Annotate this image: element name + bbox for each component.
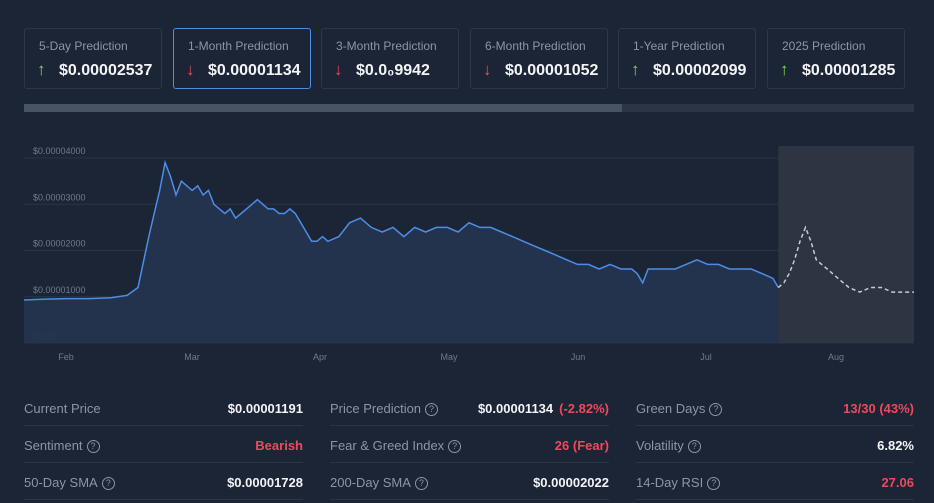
- divider: [330, 462, 609, 463]
- help-icon[interactable]: ?: [86, 440, 100, 453]
- stat-label: 200-Day SMA: [330, 475, 411, 490]
- help-icon[interactable]: ?: [425, 403, 439, 416]
- stat-value: 26 (Fear): [554, 438, 609, 453]
- stat-value: $0.00001728: [227, 475, 303, 490]
- divider: [636, 499, 914, 500]
- stat-label: Price Prediction: [330, 401, 422, 416]
- x-tick-label: Jul: [700, 352, 712, 362]
- prediction-label: 2025 Prediction: [782, 39, 866, 53]
- stat-sentiment: Sentiment? Bearish: [24, 427, 303, 463]
- prediction-value: $0.00002537: [59, 62, 153, 79]
- arrow-up-icon: ↑: [631, 60, 640, 79]
- stat-14-day-rsi: 14-Day RSI? 27.06: [636, 464, 914, 500]
- stat-value: 6.82%: [877, 438, 914, 453]
- arrow-down-icon: ↓: [186, 60, 195, 79]
- cards-scrollbar[interactable]: [24, 104, 914, 112]
- stat-value: $0.00002022: [533, 475, 609, 490]
- divider: [636, 462, 914, 463]
- stat-label: Sentiment: [24, 438, 83, 453]
- stat-value: 27.06: [881, 475, 914, 490]
- divider: [24, 499, 303, 500]
- forecast-price-line: [777, 225, 914, 293]
- arrow-down-icon: ↓: [334, 60, 343, 79]
- forecast-region: [778, 146, 914, 343]
- stat-value: $0.00001191: [227, 401, 303, 416]
- arrow-down-icon: ↓: [483, 60, 492, 79]
- stat-value: 13/30 (43%): [843, 401, 914, 416]
- y-tick-label: $0.00001000: [33, 285, 86, 295]
- prediction-label: 6-Month Prediction: [485, 39, 586, 53]
- x-tick-label: Feb: [58, 352, 74, 362]
- y-tick-label: $0.00004000: [33, 146, 86, 156]
- divider: [330, 499, 609, 500]
- stat-label: Current Price: [24, 401, 101, 416]
- stat-fear-greed: Fear & Greed Index? 26 (Fear): [330, 427, 609, 463]
- x-tick-label: May: [440, 352, 458, 362]
- stat-label: 14-Day RSI: [636, 475, 704, 490]
- prediction-value: $0.00001052: [505, 62, 599, 79]
- prediction-value: $0.00001285: [802, 62, 896, 79]
- x-tick-label: Mar: [184, 352, 200, 362]
- help-icon[interactable]: ?: [709, 403, 723, 416]
- stat-volatility: Volatility? 6.82%: [636, 427, 914, 463]
- stat-value: Bearish: [255, 438, 303, 453]
- stat-200-day-sma: 200-Day SMA? $0.00002022: [330, 464, 609, 500]
- stat-current-price: Current Price $0.00001191: [24, 390, 303, 426]
- divider: [330, 425, 609, 426]
- divider: [24, 425, 303, 426]
- help-icon[interactable]: ?: [687, 440, 701, 453]
- stat-value: $0.00001134: [477, 401, 554, 416]
- help-icon[interactable]: ?: [448, 440, 462, 453]
- price-chart-svg: $0.00$0.00001000$0.00002000$0.00003000$0…: [23, 146, 914, 362]
- x-tick-label: Apr: [313, 352, 327, 362]
- prediction-card-1-year[interactable]: 1-Year Prediction ↑ $0.00002099: [618, 28, 756, 89]
- y-tick-label: $0.00003000: [33, 192, 86, 202]
- arrow-up-icon: ↑: [37, 60, 46, 79]
- divider: [636, 425, 914, 426]
- historical-price-line: [23, 159, 779, 301]
- prediction-label: 1-Month Prediction: [188, 39, 289, 53]
- stat-change-percent: (-2.82%): [559, 401, 609, 416]
- prediction-label: 1-Year Prediction: [633, 39, 725, 53]
- x-tick-label: Jun: [571, 352, 586, 362]
- prediction-value: $0.0₀9942: [356, 62, 430, 79]
- prediction-label: 5-Day Prediction: [39, 39, 128, 53]
- prediction-value: $0.00001134: [208, 62, 301, 79]
- help-icon[interactable]: ?: [707, 477, 721, 490]
- stat-50-day-sma: 50-Day SMA? $0.00001728: [24, 464, 303, 500]
- help-icon[interactable]: ?: [414, 477, 428, 490]
- arrow-up-icon: ↑: [780, 60, 789, 79]
- prediction-card-3-month[interactable]: 3-Month Prediction ↓ $0.0₀9942: [321, 28, 459, 89]
- prediction-value: $0.00002099: [653, 62, 747, 79]
- prediction-card-1-month[interactable]: 1-Month Prediction ↓ $0.00001134: [173, 28, 311, 89]
- divider: [24, 462, 303, 463]
- stat-price-prediction: Price Prediction? $0.00001134 (-2.82%): [330, 390, 609, 426]
- historical-area: [24, 162, 779, 343]
- stat-label: Green Days: [636, 401, 706, 416]
- stat-green-days: Green Days? 13/30 (43%): [636, 390, 914, 426]
- scrollbar-thumb[interactable]: [24, 104, 622, 112]
- stat-label: 50-Day SMA: [24, 475, 98, 490]
- price-chart: $0.00$0.00001000$0.00002000$0.00003000$0…: [0, 140, 934, 370]
- stat-label: Fear & Greed Index: [330, 438, 445, 453]
- x-tick-label: Aug: [828, 352, 844, 362]
- y-tick-label: $0.00002000: [33, 239, 86, 249]
- prediction-cards: 5-Day Prediction ↑ $0.00002537 1-Month Pr…: [24, 28, 914, 91]
- prediction-label: 3-Month Prediction: [336, 39, 437, 53]
- stat-label: Volatility: [636, 438, 684, 453]
- prediction-card-2025[interactable]: 2025 Prediction ↑ $0.00001285: [767, 28, 905, 89]
- prediction-card-6-month[interactable]: 6-Month Prediction ↓ $0.00001052: [470, 28, 608, 89]
- prediction-card-5-day[interactable]: 5-Day Prediction ↑ $0.00002537: [24, 28, 162, 89]
- help-icon[interactable]: ?: [101, 477, 115, 490]
